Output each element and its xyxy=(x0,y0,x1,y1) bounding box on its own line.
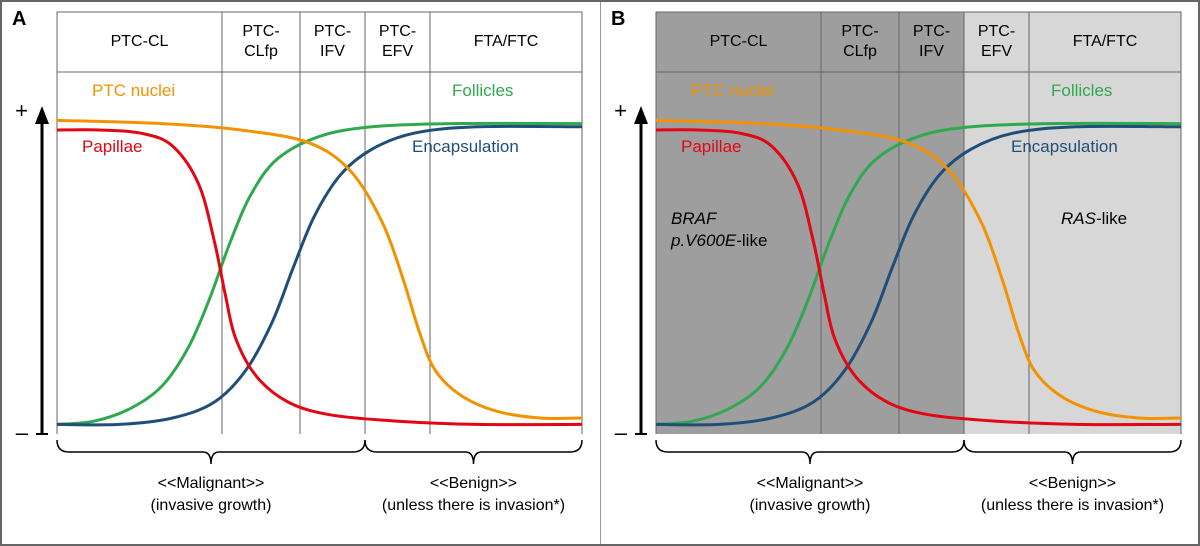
svg-text:IFV: IFV xyxy=(320,43,345,60)
svg-text:Papillae: Papillae xyxy=(681,137,742,156)
svg-text:PTC-CL: PTC-CL xyxy=(710,33,768,50)
svg-text:PTC-: PTC- xyxy=(314,23,351,40)
svg-text:Encapsulation: Encapsulation xyxy=(1011,137,1118,156)
svg-text:PTC nuclei: PTC nuclei xyxy=(92,81,175,100)
panel-b-svg: PTC-CL PTC- CLfp PTC- IFV PTC- EFV FTA/FTC + – PTC… xyxy=(601,2,1200,544)
svg-text:PTC-: PTC- xyxy=(978,23,1015,40)
svg-text:(unless there is invasion*): (unless there is invasion*) xyxy=(981,497,1164,514)
svg-text:<<Malignant>>: <<Malignant>> xyxy=(757,475,864,492)
svg-text:Papillae: Papillae xyxy=(82,137,143,156)
svg-text:+: + xyxy=(15,98,28,123)
panel-a-svg: PTC-CL PTC- CLfp PTC- IFV PTC- EFV FTA/FTC + – PTC… xyxy=(2,2,602,544)
panel-b: B PTC-CLPTC-CLfpPTC-IFVPTC-EFVFTA/FTC+–P… xyxy=(600,2,1198,544)
panel-a-letter: A xyxy=(12,8,26,31)
svg-text:p.V600E-like: p.V600E-like xyxy=(670,231,767,250)
svg-text:CLfp: CLfp xyxy=(244,43,278,60)
svg-text:–: – xyxy=(615,420,628,445)
svg-text:IFV: IFV xyxy=(919,43,944,60)
svg-text:CLfp: CLfp xyxy=(843,43,877,60)
svg-text:(invasive growth): (invasive growth) xyxy=(750,497,871,514)
svg-text:EFV: EFV xyxy=(981,43,1012,60)
svg-text:PTC-: PTC- xyxy=(913,23,950,40)
svg-text:RAS-like: RAS-like xyxy=(1061,209,1127,228)
panel-b-letter: B xyxy=(611,8,625,31)
svg-text:Follicles: Follicles xyxy=(452,81,513,100)
figure-container: A PTC-CLPTC-CLfpPTC-IFVPTC-EFVFTA/FTC+–P… xyxy=(0,0,1200,546)
svg-text:(unless there is invasion*): (unless there is invasion*) xyxy=(382,497,565,514)
svg-text:+: + xyxy=(614,98,627,123)
svg-text:PTC-CL: PTC-CL xyxy=(111,33,169,50)
svg-text:<<Benign>>: <<Benign>> xyxy=(1029,475,1116,492)
svg-text:FTA/FTC: FTA/FTC xyxy=(474,33,539,50)
svg-text:Follicles: Follicles xyxy=(1051,81,1112,100)
svg-text:–: – xyxy=(16,420,29,445)
svg-text:PTC-: PTC- xyxy=(242,23,279,40)
svg-text:<<Malignant>>: <<Malignant>> xyxy=(158,475,265,492)
svg-text:PTC-: PTC- xyxy=(379,23,416,40)
svg-text:PTC nuclei: PTC nuclei xyxy=(691,81,774,100)
svg-text:PTC-: PTC- xyxy=(841,23,878,40)
svg-text:(invasive growth): (invasive growth) xyxy=(151,497,272,514)
svg-text:FTA/FTC: FTA/FTC xyxy=(1073,33,1138,50)
svg-text:<<Benign>>: <<Benign>> xyxy=(430,475,517,492)
svg-text:Encapsulation: Encapsulation xyxy=(412,137,519,156)
panel-a: A PTC-CLPTC-CLfpPTC-IFVPTC-EFVFTA/FTC+–P… xyxy=(2,2,600,544)
svg-text:BRAF: BRAF xyxy=(671,209,718,228)
svg-text:EFV: EFV xyxy=(382,43,413,60)
